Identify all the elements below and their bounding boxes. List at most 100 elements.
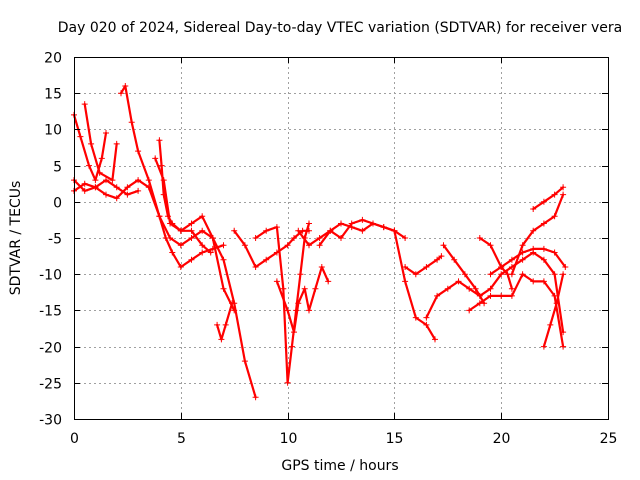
data-point — [177, 264, 184, 270]
data-point — [109, 177, 116, 184]
data-point — [88, 140, 95, 147]
data-point — [476, 300, 483, 307]
data-point — [96, 169, 103, 176]
data-point — [199, 227, 206, 234]
data-point — [169, 249, 176, 256]
data-point — [263, 256, 270, 263]
data-point — [540, 198, 547, 205]
data-point — [218, 336, 225, 343]
y-tick-label: 0 — [53, 196, 62, 212]
data-point — [188, 227, 195, 234]
data-point — [487, 271, 494, 278]
data-point — [540, 220, 547, 227]
data-point — [519, 256, 526, 263]
series-trace — [425, 251, 565, 334]
series-trace — [318, 222, 407, 247]
data-point — [295, 227, 302, 234]
data-point — [412, 314, 419, 321]
data-point — [472, 285, 479, 292]
data-point — [498, 264, 505, 270]
data-point — [560, 184, 567, 191]
data-point — [451, 256, 458, 263]
data-point — [222, 321, 229, 328]
data-point — [135, 177, 142, 184]
series-trace — [254, 222, 311, 384]
series-sat-12 — [295, 216, 438, 343]
data-point — [318, 264, 325, 270]
series-trace — [404, 255, 443, 276]
data-point — [370, 220, 376, 227]
series-trace — [158, 139, 236, 312]
data-point — [327, 227, 334, 234]
series-trace — [532, 186, 565, 211]
data-point — [81, 180, 88, 187]
data-point — [103, 130, 109, 136]
y-tick-label: 5 — [53, 160, 62, 176]
data-point — [391, 227, 398, 234]
data-point — [124, 184, 131, 191]
data-point — [508, 285, 515, 292]
data-point — [273, 224, 280, 231]
data-point — [81, 101, 88, 108]
data-point — [284, 242, 291, 249]
y-tick-label: 15 — [44, 87, 62, 103]
data-point — [306, 220, 312, 227]
data-point — [152, 155, 159, 162]
series-sat-7 — [156, 137, 238, 314]
data-point — [81, 187, 88, 194]
data-point — [158, 162, 165, 169]
data-point — [122, 83, 129, 89]
data-point — [135, 148, 142, 155]
series-sat-11 — [273, 264, 332, 336]
data-point — [86, 162, 92, 169]
series-trace — [542, 273, 565, 348]
data-point — [128, 119, 135, 126]
data-point — [402, 278, 409, 285]
data-point — [306, 307, 312, 314]
series-trace — [510, 193, 565, 276]
data-point — [359, 216, 366, 223]
y-tick-label: -30 — [39, 413, 62, 429]
data-point — [530, 278, 537, 285]
data-point — [177, 242, 184, 249]
x-tick-label: 5 — [177, 431, 186, 447]
data-point — [273, 278, 280, 285]
data-point — [280, 285, 287, 292]
data-point — [466, 285, 473, 292]
data-point — [169, 220, 176, 227]
data-point — [508, 256, 515, 263]
data-point — [551, 249, 558, 256]
data-point — [540, 245, 547, 252]
data-point — [113, 140, 120, 147]
data-point — [177, 227, 184, 234]
data-point — [560, 191, 567, 198]
series-sat-10 — [252, 220, 312, 386]
data-point — [402, 264, 409, 270]
data-point — [412, 271, 419, 278]
series-trace — [233, 229, 311, 269]
data-point — [551, 213, 558, 220]
data-point — [461, 271, 468, 278]
series-sat-22 — [508, 191, 567, 278]
data-point — [402, 235, 409, 241]
data-point — [188, 235, 195, 241]
data-point — [423, 314, 430, 321]
data-point — [432, 336, 438, 343]
x-tick-label: 15 — [386, 431, 404, 447]
data-point — [220, 285, 227, 292]
data-point — [199, 249, 206, 256]
series-sat-14 — [402, 253, 445, 278]
data-point — [263, 227, 270, 234]
data-point — [188, 220, 195, 227]
data-point — [306, 242, 312, 249]
data-point — [380, 224, 387, 231]
data-point — [551, 191, 558, 198]
data-point — [241, 242, 248, 249]
data-point — [199, 213, 206, 220]
series-sat-6 — [71, 177, 142, 198]
data-point — [540, 343, 547, 350]
data-point — [209, 235, 216, 241]
data-point — [160, 191, 167, 198]
data-point — [103, 177, 109, 184]
data-point — [288, 343, 295, 350]
